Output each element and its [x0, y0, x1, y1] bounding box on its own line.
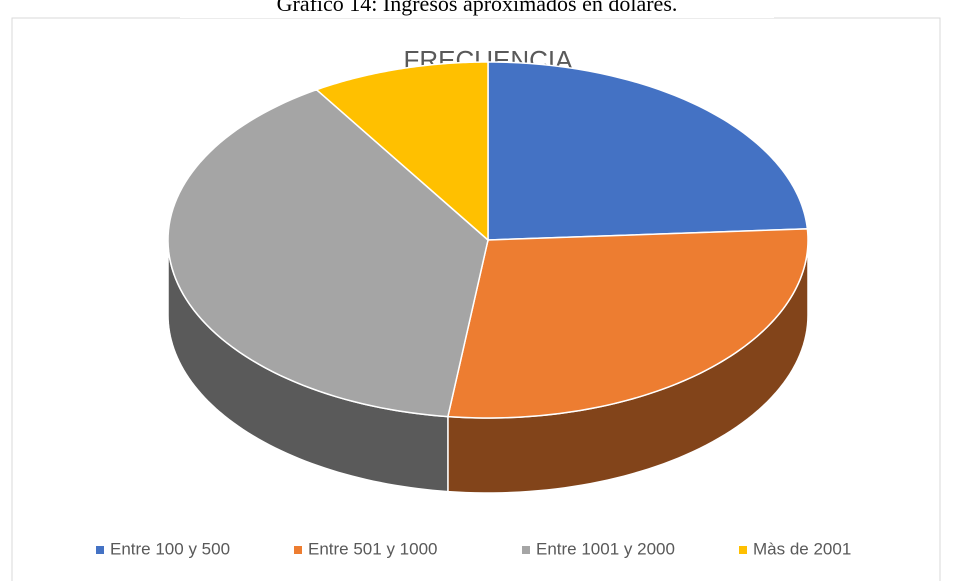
legend-swatch [96, 546, 104, 554]
legend: Entre 100 y 500 Entre 501 y 1000 Entre 100… [96, 539, 851, 558]
legend-swatch [522, 546, 530, 554]
caption: Gráfico 14: Ingresos aproximados en dóla… [277, 0, 678, 16]
legend-label: Entre 100 y 500 [110, 539, 230, 558]
legend-label: Entre 501 y 1000 [308, 539, 437, 558]
legend-swatch [294, 546, 302, 554]
legend-swatch [739, 546, 747, 554]
caption-bg [180, 0, 774, 18]
legend-label: Màs de 2001 [753, 539, 851, 558]
legend-label: Entre 1001 y 2000 [536, 539, 675, 558]
slice [167, 88, 489, 418]
pie [167, 61, 809, 494]
slice [487, 61, 809, 241]
slice [446, 228, 809, 419]
slice [315, 61, 489, 242]
